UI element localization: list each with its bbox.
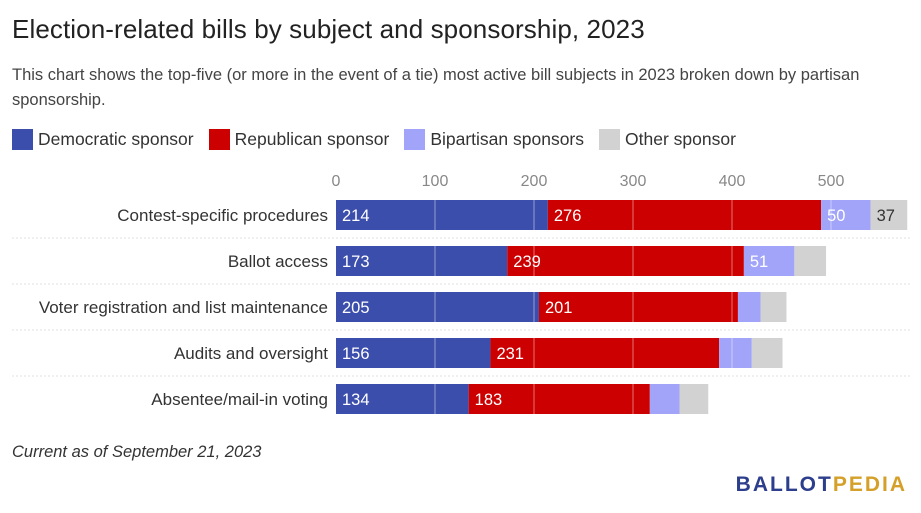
bar-democratic-sponsor-ballot-access bbox=[336, 246, 508, 276]
data-label-republican-sponsor-audits-and-oversight: 231 bbox=[496, 345, 524, 363]
category-label-audits-and-oversight: Audits and oversight bbox=[174, 344, 328, 363]
chart-legend: Democratic sponsor Republican sponsor Bi… bbox=[12, 129, 751, 150]
legend-label-republican: Republican sponsor bbox=[234, 129, 390, 149]
legend-label-democratic: Democratic sponsor bbox=[38, 129, 194, 149]
bar-other-sponsor-voter-registration-and-list-maintenance bbox=[760, 292, 787, 322]
legend-swatch-democratic bbox=[12, 129, 33, 150]
legend-item-democratic: Democratic sponsor bbox=[12, 129, 194, 150]
bar-republican-sponsor-audits-and-oversight bbox=[490, 338, 720, 368]
bar-bipartisan-sponsors-contest-specific-procedures bbox=[821, 200, 871, 230]
data-label-bipartisan-sponsors-contest-specific-procedures: 50 bbox=[827, 207, 845, 225]
bar-bipartisan-sponsors-voter-registration-and-list-maintenance bbox=[737, 292, 761, 322]
logo-part-1: BALLOT bbox=[735, 473, 833, 496]
footnote: Current as of September 21, 2023 bbox=[12, 443, 262, 461]
data-label-democratic-sponsor-contest-specific-procedures: 214 bbox=[342, 207, 370, 225]
bar-bipartisan-sponsors-ballot-access bbox=[743, 246, 795, 276]
stacked-bar-chart: 0 100 200 300 400 500 Contest-specific procedu… bbox=[12, 173, 910, 416]
category-label-voter-registration-and-list-maintenance: Voter registration and list maintenance bbox=[39, 298, 328, 317]
chart-title: Election-related bills by subject and sp… bbox=[12, 14, 645, 44]
legend-label-other: Other sponsor bbox=[625, 129, 736, 149]
data-label-republican-sponsor-absentee-mail-in-voting: 183 bbox=[475, 391, 503, 409]
data-label-republican-sponsor-voter-registration-and-list-maintenance: 201 bbox=[545, 299, 573, 317]
data-label-democratic-sponsor-ballot-access: 173 bbox=[342, 253, 370, 271]
data-label-republican-sponsor-ballot-access: 239 bbox=[513, 253, 541, 271]
x-tick-label-100: 100 bbox=[422, 173, 449, 190]
x-tick-label-500: 500 bbox=[818, 173, 845, 190]
bar-republican-sponsor-voter-registration-and-list-maintenance bbox=[538, 292, 738, 322]
chart-subtitle: This chart shows the top-five (or more i… bbox=[12, 66, 860, 109]
legend-swatch-republican bbox=[208, 129, 230, 150]
data-label-democratic-sponsor-voter-registration-and-list-maintenance: 205 bbox=[342, 299, 370, 317]
legend-swatch-other bbox=[599, 129, 621, 150]
legend-swatch-bipartisan bbox=[404, 129, 426, 150]
bar-other-sponsor-absentee-mail-in-voting bbox=[679, 384, 709, 414]
category-label-ballot-access: Ballot access bbox=[228, 252, 328, 271]
x-tick-label-0: 0 bbox=[332, 173, 341, 190]
bar-democratic-sponsor-audits-and-oversight bbox=[336, 338, 491, 368]
x-tick-label-400: 400 bbox=[719, 173, 746, 190]
bar-bipartisan-sponsors-absentee-mail-in-voting bbox=[649, 384, 680, 414]
bar-democratic-sponsor-voter-registration-and-list-maintenance bbox=[336, 292, 539, 322]
data-label-bipartisan-sponsors-ballot-access: 51 bbox=[750, 253, 768, 271]
legend-label-bipartisan: Bipartisan sponsors bbox=[430, 129, 585, 149]
logo-part-2: PEDIA bbox=[832, 473, 907, 496]
bar-other-sponsor-audits-and-oversight bbox=[751, 338, 783, 368]
x-tick-label-300: 300 bbox=[620, 173, 647, 190]
x-tick-label-200: 200 bbox=[521, 173, 548, 190]
legend-item-other: Other sponsor bbox=[599, 129, 736, 150]
bar-bipartisan-sponsors-audits-and-oversight bbox=[719, 338, 752, 368]
bar-democratic-sponsor-contest-specific-procedures bbox=[336, 200, 548, 230]
legend-item-bipartisan: Bipartisan sponsors bbox=[404, 129, 584, 150]
category-label-contest-specific-procedures: Contest-specific procedures bbox=[117, 206, 328, 225]
data-label-other-sponsor-contest-specific-procedures: 37 bbox=[877, 207, 895, 225]
category-label-absentee-mail-in-voting: Absentee/mail-in voting bbox=[151, 390, 328, 409]
bar-democratic-sponsor-absentee-mail-in-voting bbox=[336, 384, 469, 414]
data-label-democratic-sponsor-audits-and-oversight: 156 bbox=[342, 345, 370, 363]
legend-item-republican: Republican sponsor bbox=[208, 129, 390, 150]
bar-republican-sponsor-contest-specific-procedures bbox=[547, 200, 822, 230]
ballotpedia-logo: BALLOTPEDIA bbox=[736, 473, 907, 497]
bar-other-sponsor-ballot-access bbox=[794, 246, 827, 276]
data-label-democratic-sponsor-absentee-mail-in-voting: 134 bbox=[342, 391, 370, 409]
data-label-republican-sponsor-contest-specific-procedures: 276 bbox=[554, 207, 582, 225]
bar-republican-sponsor-ballot-access bbox=[507, 246, 744, 276]
bar-other-sponsor-contest-specific-procedures bbox=[870, 200, 908, 230]
bar-republican-sponsor-absentee-mail-in-voting bbox=[468, 384, 650, 414]
